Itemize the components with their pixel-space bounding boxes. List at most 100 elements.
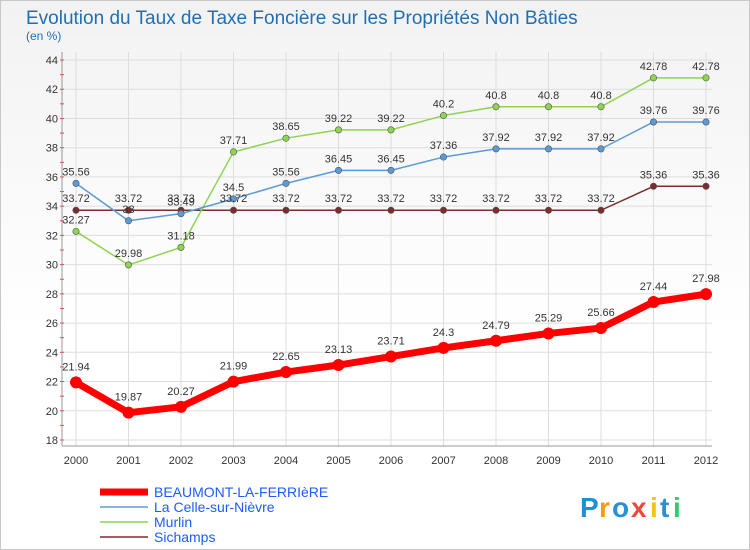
x-tick-label: 2003 [221,455,245,467]
data-point [125,217,133,225]
y-tick-label: 34 [46,201,58,213]
logo-letter: x [631,492,647,523]
data-label: 25.29 [535,312,563,324]
data-label: 34.5 [223,182,244,194]
data-label: 23.13 [325,344,353,356]
data-point [702,74,710,82]
y-tick-label: 32 [46,230,58,242]
data-label: 35.56 [272,166,300,178]
data-label: 33.72 [430,193,458,205]
data-label: 25.66 [587,307,615,319]
data-point [230,206,238,214]
data-label: 33.72 [587,193,615,205]
data-point [439,112,447,120]
data-label: 37.71 [220,135,248,147]
x-tick-label: 2000 [64,455,88,467]
y-tick-label: 36 [46,172,58,184]
data-label: 33.73 [167,193,195,205]
data-label: 39.22 [377,113,405,125]
data-point [597,206,605,214]
legend-label: Murlin [154,514,192,530]
data-point [595,322,607,335]
data-label: 33.72 [325,193,353,205]
data-label: 40.8 [485,90,506,102]
data-label: 20.27 [167,386,195,398]
data-point [282,179,290,187]
data-label: 42.78 [640,61,668,73]
data-label: 42.78 [692,61,720,73]
data-label: 36.45 [377,153,405,165]
data-label: 21.99 [220,361,248,373]
data-point [700,288,712,301]
logo-letter: P [580,492,599,523]
data-point [334,206,342,214]
data-point [387,206,395,214]
data-label: 31.18 [167,230,195,242]
logo-letter: i [673,492,681,523]
data-label: 37.92 [482,132,510,144]
data-point [177,210,185,218]
data-point [702,118,710,126]
y-tick-label: 42 [46,84,58,96]
data-point [385,350,397,363]
data-point [125,261,133,269]
data-point [334,126,342,134]
data-point [227,375,240,388]
data-label: 23.71 [377,336,405,348]
x-tick-label: 2006 [379,455,403,467]
data-label: 33.72 [272,193,300,205]
data-label: 36.45 [325,153,353,165]
data-point [439,153,447,161]
data-point [647,296,660,309]
logo-letter: r [599,492,610,523]
data-label: 40.8 [590,90,611,102]
data-point [387,126,395,134]
legend-label: BEAUMONT-LA-FERRIèRE [154,484,328,500]
data-label: 32.27 [62,214,90,226]
data-point [72,179,80,187]
data-label: 19.87 [115,392,143,404]
x-tick-label: 2004 [274,455,298,467]
logo-letter: o [612,492,629,523]
y-tick-label: 28 [46,289,58,301]
data-point [492,145,500,153]
data-point [544,206,552,214]
y-tick-label: 22 [46,377,58,389]
y-tick-label: 38 [46,143,58,155]
y-tick-label: 20 [46,406,58,418]
data-point [387,166,395,174]
y-tick-label: 26 [46,318,58,330]
data-point [230,148,238,156]
data-point [490,334,502,347]
data-point [70,376,82,389]
data-label: 33.72 [535,193,563,205]
logo-letter: i [650,492,658,523]
data-point [492,103,500,111]
data-point [597,103,605,111]
data-point [177,243,185,251]
data-point [649,182,657,190]
data-point [492,206,500,214]
x-tick-label: 2007 [431,455,455,467]
chart-title: Evolution du Taux de Taxe Foncière sur l… [26,8,578,29]
data-label: 33 [122,204,134,216]
data-point [282,134,290,142]
data-label: 33.72 [220,193,248,205]
data-label: 38.65 [272,121,300,133]
x-tick-label: 2001 [116,455,140,467]
y-tick-label: 40 [46,113,58,125]
data-label: 33.72 [482,193,510,205]
data-point [230,195,238,203]
data-label: 33.72 [377,193,405,205]
data-label: 24.79 [482,320,510,332]
data-label: 40.8 [538,90,559,102]
y-tick-label: 30 [46,260,58,272]
data-point [542,327,555,340]
x-tick-label: 2005 [326,455,350,467]
data-label: 33.49 [167,197,195,209]
data-label: 33.72 [62,193,90,205]
data-label: 27.98 [692,273,720,285]
data-point [122,406,135,419]
